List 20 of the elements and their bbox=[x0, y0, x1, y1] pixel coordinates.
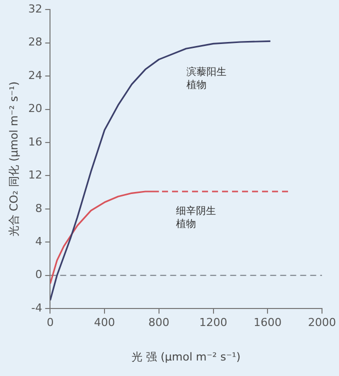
y-tick-label: -4 bbox=[31, 301, 42, 314]
y-tick-label: 24 bbox=[28, 68, 42, 82]
y-tick-label: 32 bbox=[28, 2, 42, 16]
x-tick-label: 0 bbox=[46, 316, 54, 330]
y-tick-label: 12 bbox=[28, 168, 42, 182]
y-axis-title: 光合 CO₂ 同化 (μmol m⁻² s⁻¹) bbox=[7, 82, 20, 237]
y-tick-label: 4 bbox=[35, 235, 42, 248]
y-tick-label: 16 bbox=[28, 135, 42, 148]
x-tick-label: 400 bbox=[94, 316, 116, 330]
x-tick-label: 1200 bbox=[199, 316, 228, 330]
y-tick-label: 8 bbox=[35, 202, 42, 215]
series-label: 滨藜阳生植物 bbox=[186, 66, 226, 91]
series-label: 细辛阴生植物 bbox=[176, 205, 216, 230]
y-tick-label: 28 bbox=[28, 36, 42, 49]
x-tick-label: 1600 bbox=[254, 316, 282, 330]
y-tick-label: 0 bbox=[35, 268, 42, 282]
x-tick-label: 2000 bbox=[308, 316, 336, 330]
x-tick-label: 800 bbox=[148, 316, 170, 330]
x-axis-title: 光 强 (μmol m⁻² s⁻¹) bbox=[132, 350, 241, 364]
y-tick-label: 20 bbox=[28, 102, 42, 116]
